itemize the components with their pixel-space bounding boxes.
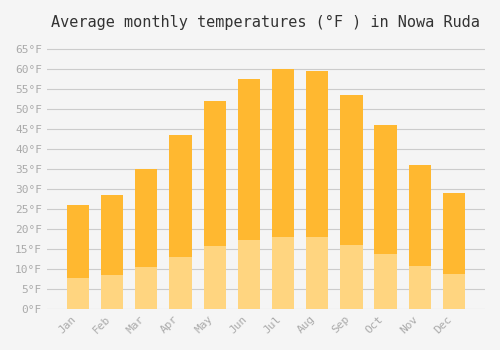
Bar <box>238 240 260 309</box>
Bar <box>204 101 226 309</box>
Bar <box>340 95 362 309</box>
Bar <box>101 195 123 309</box>
Bar <box>135 169 158 309</box>
Bar <box>443 193 465 309</box>
Bar <box>374 125 396 309</box>
Bar <box>204 246 226 309</box>
Bar <box>170 135 192 309</box>
Bar <box>67 205 89 309</box>
Bar <box>272 69 294 309</box>
Bar <box>408 165 431 309</box>
Bar <box>272 237 294 309</box>
Bar <box>135 267 158 309</box>
Bar <box>306 237 328 309</box>
Bar <box>238 79 260 309</box>
Bar <box>101 274 123 309</box>
Bar <box>306 71 328 309</box>
Bar <box>170 257 192 309</box>
Title: Average monthly temperatures (°F ) in Nowa Ruda: Average monthly temperatures (°F ) in No… <box>52 15 480 30</box>
Bar <box>443 274 465 309</box>
Bar <box>374 254 396 309</box>
Bar <box>340 245 362 309</box>
Bar <box>408 266 431 309</box>
Bar <box>67 278 89 309</box>
